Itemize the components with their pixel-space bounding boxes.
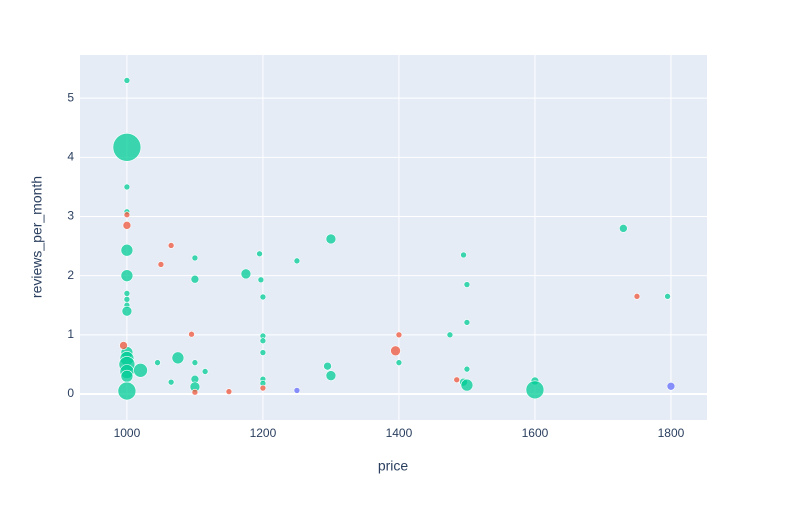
y-tick-label: 3 xyxy=(67,209,74,223)
x-axis-title: price xyxy=(378,458,409,474)
plot-area xyxy=(80,55,707,420)
bubble xyxy=(446,331,454,339)
bubble xyxy=(123,296,131,303)
x-tick-label: 1600 xyxy=(522,426,549,440)
bubble xyxy=(259,337,267,345)
x-tick-label: 1400 xyxy=(386,426,413,440)
bubble xyxy=(453,376,461,384)
bubble xyxy=(259,349,267,356)
bubble xyxy=(325,370,337,381)
bubble xyxy=(460,251,467,259)
y-tick-label: 1 xyxy=(67,327,74,341)
bubble xyxy=(463,281,471,288)
y-axis-title: reviews_per_month xyxy=(29,176,45,298)
bubble xyxy=(666,381,676,391)
bubble xyxy=(122,221,132,230)
bubble xyxy=(201,368,209,375)
bubble xyxy=(395,331,403,339)
bubble xyxy=(240,268,252,280)
bubble xyxy=(120,243,134,257)
bubble xyxy=(112,132,142,162)
bubble xyxy=(154,359,161,366)
bubble xyxy=(123,183,131,191)
y-tick-label: 2 xyxy=(67,268,74,282)
bubble xyxy=(157,261,165,268)
x-tick-label: 1200 xyxy=(250,426,277,440)
y-tick-label: 0 xyxy=(67,386,74,400)
bubble xyxy=(123,77,131,84)
bubble xyxy=(167,242,175,249)
bubble xyxy=(188,330,195,338)
bubble xyxy=(323,361,332,371)
bubble xyxy=(390,345,401,357)
bubble xyxy=(525,380,545,400)
bubble xyxy=(463,319,471,326)
bubble xyxy=(460,378,474,392)
bubble xyxy=(191,359,199,366)
bubble xyxy=(293,387,301,394)
bubble xyxy=(120,269,134,282)
x-tick-label: 1000 xyxy=(114,426,141,440)
bubble xyxy=(171,351,185,365)
bubble xyxy=(293,257,301,265)
bubble xyxy=(463,365,471,373)
y-tick-label: 5 xyxy=(67,90,74,104)
bubble xyxy=(191,388,199,396)
bubble xyxy=(225,388,233,395)
bubble xyxy=(633,293,641,300)
x-tick-label: 1800 xyxy=(658,426,685,440)
bubble xyxy=(619,224,628,233)
bubble xyxy=(664,293,671,300)
bubble xyxy=(395,359,403,366)
bubble xyxy=(133,363,148,378)
y-tick-label: 4 xyxy=(67,150,74,164)
bubble xyxy=(190,274,200,284)
bubble xyxy=(259,384,267,392)
bubble xyxy=(259,293,267,301)
bubble xyxy=(167,378,175,386)
bubble xyxy=(123,290,131,297)
bubble xyxy=(191,254,199,262)
bubble xyxy=(123,211,131,219)
bubble xyxy=(120,369,134,383)
bubble xyxy=(121,305,133,317)
bubble xyxy=(325,233,337,245)
bubble xyxy=(257,276,265,284)
bubble xyxy=(119,341,128,350)
bubble xyxy=(256,250,263,258)
bubble xyxy=(117,381,137,401)
